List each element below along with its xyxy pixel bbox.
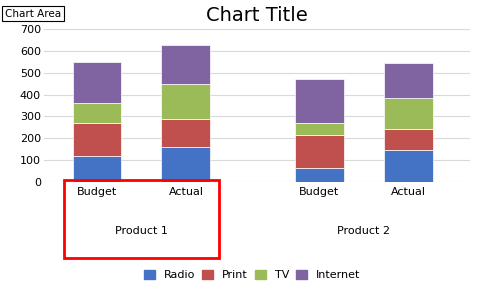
Text: Product 1: Product 1: [115, 226, 167, 236]
Bar: [161, 119, 210, 147]
Bar: [294, 168, 343, 182]
Legend: Radio, Print, TV, Internet: Radio, Print, TV, Internet: [139, 265, 364, 285]
Bar: [161, 147, 210, 182]
Bar: [294, 135, 343, 168]
Bar: [161, 45, 210, 84]
Text: Product 2: Product 2: [336, 226, 390, 236]
Bar: [73, 103, 121, 123]
Bar: [73, 62, 121, 103]
Bar: [383, 150, 432, 182]
Text: Chart Area: Chart Area: [5, 9, 61, 19]
Bar: [383, 130, 432, 150]
Bar: [294, 79, 343, 123]
Bar: [294, 123, 343, 135]
Bar: [161, 84, 210, 119]
Title: Chart Title: Chart Title: [206, 6, 307, 25]
Bar: [383, 63, 432, 98]
Bar: [73, 156, 121, 182]
Bar: [73, 123, 121, 156]
Bar: [383, 98, 432, 130]
